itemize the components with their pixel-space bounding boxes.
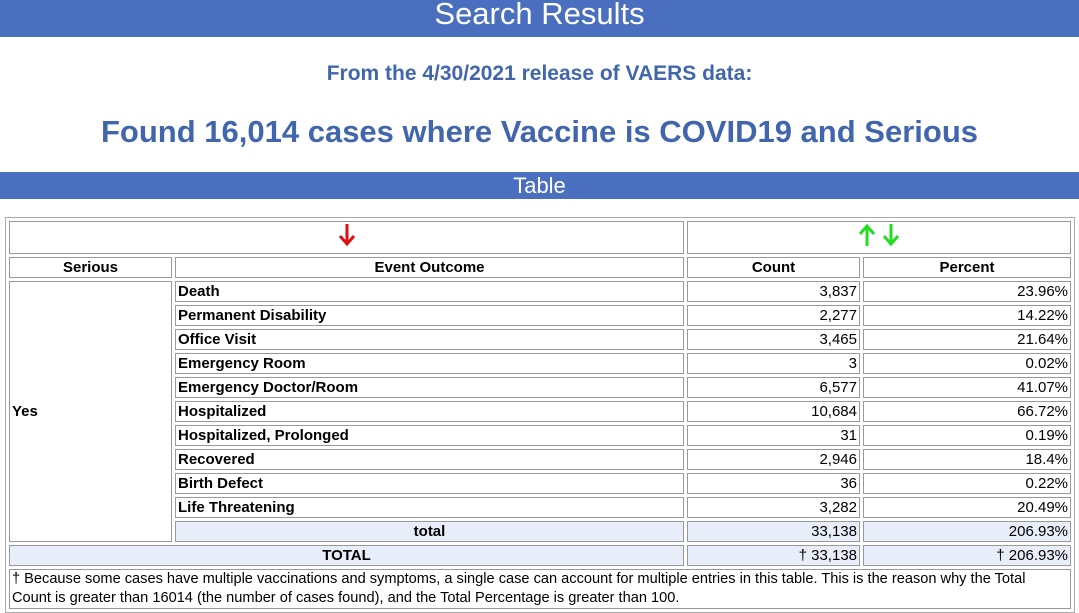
count-cell: 3,837: [687, 281, 860, 302]
section-title: Table: [513, 173, 566, 198]
table-row: † Because some cases have multiple vacci…: [9, 569, 1072, 609]
sort-cell: [687, 221, 1072, 254]
percent-cell: 23.96%: [863, 281, 1072, 302]
subtotal-label: total: [175, 521, 684, 542]
column-header: Serious: [9, 257, 172, 278]
outcome-cell: Birth Defect: [175, 473, 684, 494]
column-header: Percent: [863, 257, 1072, 278]
percent-cell: 66.72%: [863, 401, 1072, 422]
table-row: Yes Death 3,837 23.96%: [9, 281, 1072, 542]
section-bar: Table: [0, 172, 1079, 199]
count-cell: 31: [687, 425, 860, 446]
table-row: Hospitalized 10,684 66.72%: [9, 401, 1072, 422]
sort-cell: [9, 221, 684, 254]
outcome-cell: Emergency Doctor/Room: [175, 377, 684, 398]
percent-cell: 18.4%: [863, 449, 1072, 470]
table-body: Serious Event Outcome Count Percent Yes Death…: [9, 221, 1072, 609]
total-label: TOTAL: [9, 545, 684, 566]
results-table: Serious Event Outcome Count Percent Yes Death…: [5, 217, 1076, 613]
count-cell: 3,465: [687, 329, 860, 350]
outcome-cell: Life Threatening: [175, 497, 684, 518]
outcome-cell: Emergency Room: [175, 353, 684, 374]
outcome-cell: Death: [175, 281, 684, 302]
footnote: † Because some cases have multiple vacci…: [9, 569, 1072, 609]
count-cell: 3,282: [687, 497, 860, 518]
count-cell: 36: [687, 473, 860, 494]
column-header: Count: [687, 257, 860, 278]
count-cell: 10,684: [687, 401, 860, 422]
sort-down-arrow[interactable]: [881, 222, 901, 248]
table-row: Emergency Room 3 0.02%: [9, 353, 1072, 374]
group-cell: Yes: [9, 281, 172, 542]
table-row: Permanent Disability 2,277 14.22%: [9, 305, 1072, 326]
outcome-cell: Office Visit: [175, 329, 684, 350]
sort-up-arrow[interactable]: [857, 222, 877, 248]
percent-cell: 41.07%: [863, 377, 1072, 398]
table-row: Office Visit 3,465 21.64%: [9, 329, 1072, 350]
page-title: Search Results: [434, 0, 645, 31]
table-row: Hospitalized, Prolonged 31 0.19%: [9, 425, 1072, 446]
count-cell: 6,577: [687, 377, 860, 398]
sort-row: [9, 221, 1072, 254]
outcome-cell: Recovered: [175, 449, 684, 470]
percent-cell: 14.22%: [863, 305, 1072, 326]
subtotal-percent: 206.93%: [863, 521, 1072, 542]
percent-cell: 0.02%: [863, 353, 1072, 374]
column-header: Event Outcome: [175, 257, 684, 278]
subtotal-count: 33,138: [687, 521, 860, 542]
table-row: Recovered 2,946 18.4%: [9, 449, 1072, 470]
count-cell: 2,946: [687, 449, 860, 470]
table-row: TOTAL † 33,138 † 206.93%: [9, 545, 1072, 566]
table-row: Birth Defect 36 0.22%: [9, 473, 1072, 494]
heading: Found 16,014 cases where Vaccine is COVI…: [100, 114, 978, 149]
banner: Search Results: [0, 0, 1079, 37]
outcome-cell: Hospitalized, Prolonged: [175, 425, 684, 446]
percent-cell: 21.64%: [863, 329, 1072, 350]
percent-cell: 20.49%: [863, 497, 1072, 518]
sort-down-arrow[interactable]: [337, 222, 357, 248]
table-row: Emergency Doctor/Room 6,577 41.07%: [9, 377, 1072, 398]
total-percent: † 206.93%: [863, 545, 1072, 566]
outcome-cell: Hospitalized: [175, 401, 684, 422]
outcome-cell: Permanent Disability: [175, 305, 684, 326]
total-count: † 33,138: [687, 545, 860, 566]
table-row: Serious Event Outcome Count Percent: [9, 257, 1072, 278]
percent-cell: 0.22%: [863, 473, 1072, 494]
percent-cell: 0.19%: [863, 425, 1072, 446]
table-row: total 33,138 206.93%: [9, 521, 1072, 542]
subtitle: From the 4/30/2021 release of VAERS data…: [326, 62, 753, 85]
count-cell: 3: [687, 353, 860, 374]
table-row: Life Threatening 3,282 20.49%: [9, 497, 1072, 518]
count-cell: 2,277: [687, 305, 860, 326]
